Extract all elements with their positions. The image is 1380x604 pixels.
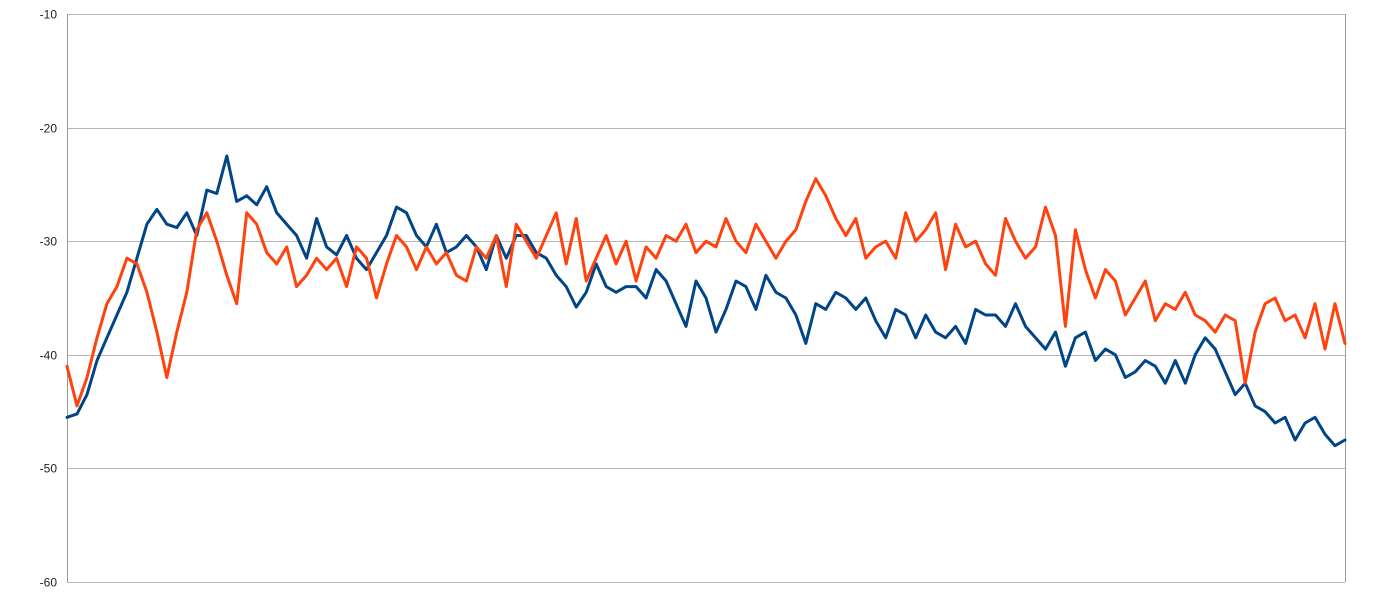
- series-line-1: [65, 154, 1347, 448]
- series-lines: [65, 154, 1347, 448]
- y-tick-label: -30: [40, 235, 58, 249]
- y-axis-tick-labels: -10 -20 -30 -40 -50 -60: [40, 8, 58, 590]
- y-tick-label: -20: [40, 122, 58, 136]
- axes: [67, 14, 1346, 582]
- series-line-2: [65, 177, 1347, 408]
- y-tick-label: -50: [40, 462, 58, 476]
- y-tick-label: -40: [40, 349, 58, 363]
- y-tick-label: -60: [40, 576, 58, 590]
- y-tick-label: -10: [40, 8, 58, 22]
